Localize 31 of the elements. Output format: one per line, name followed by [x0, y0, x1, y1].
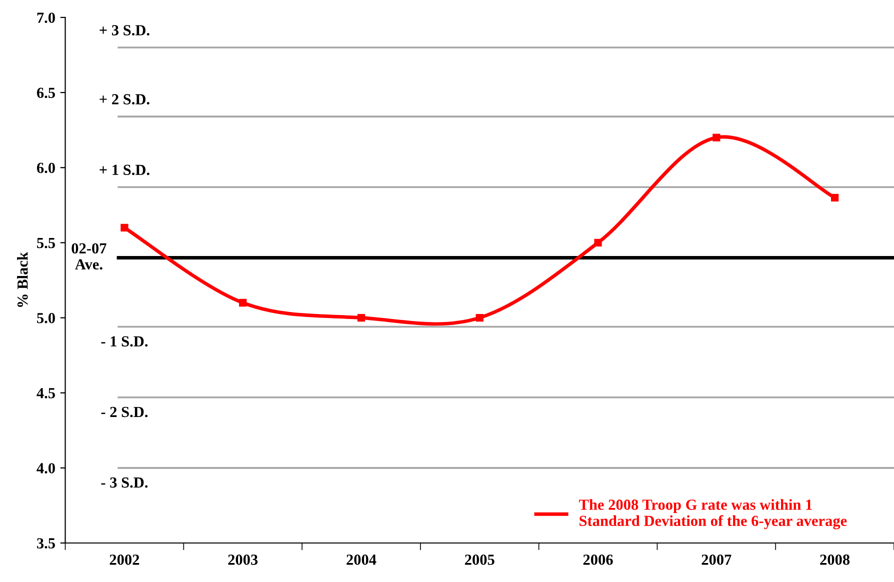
ref-line-label: + 1 S.D. [100, 164, 150, 176]
y-tick-label: 6.0 [36, 162, 55, 174]
x-tick-label: 2002 [110, 554, 140, 565]
y-tick-label: 4.5 [36, 388, 55, 398]
x-tick-label: 2004 [346, 554, 376, 565]
ref-line-label: - 3 S.D. [101, 477, 148, 488]
point [712, 134, 720, 142]
y-tick-label: 6.5 [36, 88, 55, 98]
point [239, 298, 247, 307]
ref-line-label: + 3 S.D. [100, 25, 150, 36]
x-tick-label: 2007 [702, 554, 732, 565]
y-tick-label: 4.0 [36, 463, 55, 474]
ref-line-label: - 2 S.D. [101, 406, 148, 418]
point [830, 194, 839, 202]
ref-line-label: - 1 S.D. [101, 336, 148, 347]
point [357, 314, 366, 322]
point [476, 314, 484, 322]
ref-line-label: + 2 S.D. [100, 94, 150, 105]
x-tick-label: 2003 [228, 554, 258, 565]
y-tick-label: 7.0 [37, 12, 55, 23]
x-tick-label: 2005 [464, 554, 494, 565]
y-axis-title: % Black [17, 252, 28, 307]
x-tick-label: 2006 [583, 554, 613, 565]
legend-label: The 2008 Troop G rate was within 1 Standard Deviation of the 6-year average [579, 499, 847, 530]
point [120, 224, 128, 232]
point [594, 238, 602, 247]
y-tick-label: 5.0 [37, 312, 55, 324]
y-tick-label: 3.5 [37, 538, 55, 549]
x-tick-label: 2008 [820, 554, 850, 565]
y-tick-label: 5.5 [37, 238, 55, 248]
ref-line-label: 02-07 Ave. [72, 243, 106, 270]
